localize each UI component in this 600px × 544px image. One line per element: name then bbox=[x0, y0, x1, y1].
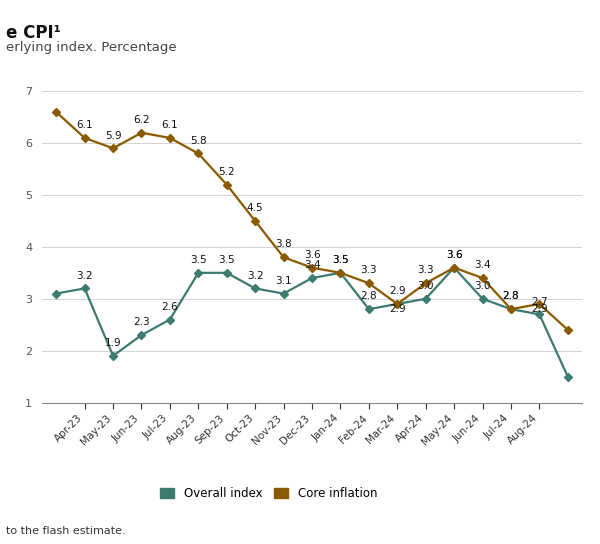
Text: 2.7: 2.7 bbox=[531, 296, 548, 307]
Text: 2.9: 2.9 bbox=[389, 286, 406, 296]
Text: 3.5: 3.5 bbox=[332, 255, 349, 265]
Text: 2.9: 2.9 bbox=[389, 304, 406, 314]
Text: 2.9: 2.9 bbox=[531, 304, 548, 314]
Text: erlying index. Percentage: erlying index. Percentage bbox=[6, 41, 176, 54]
Text: 5.8: 5.8 bbox=[190, 135, 206, 146]
Text: 5.2: 5.2 bbox=[218, 167, 235, 177]
Text: 3.6: 3.6 bbox=[304, 250, 320, 260]
Text: 3.2: 3.2 bbox=[76, 270, 93, 281]
Text: 3.5: 3.5 bbox=[218, 255, 235, 265]
Text: 3.5: 3.5 bbox=[190, 255, 206, 265]
Text: 6.1: 6.1 bbox=[161, 120, 178, 130]
Text: 4.5: 4.5 bbox=[247, 203, 263, 213]
Text: e CPI¹: e CPI¹ bbox=[6, 24, 61, 42]
Text: 5.9: 5.9 bbox=[105, 131, 121, 140]
Text: 3.6: 3.6 bbox=[446, 250, 463, 260]
Text: 2.8: 2.8 bbox=[503, 292, 519, 301]
Legend: Overall index, Core inflation: Overall index, Core inflation bbox=[155, 482, 382, 505]
Text: 6.1: 6.1 bbox=[76, 120, 93, 130]
Text: 2.8: 2.8 bbox=[361, 292, 377, 301]
Text: 3.4: 3.4 bbox=[474, 260, 491, 270]
Text: 2.8: 2.8 bbox=[503, 292, 519, 301]
Text: to the flash estimate.: to the flash estimate. bbox=[6, 526, 125, 536]
Text: 3.2: 3.2 bbox=[247, 270, 263, 281]
Text: 3.4: 3.4 bbox=[304, 260, 320, 270]
Text: 3.3: 3.3 bbox=[418, 265, 434, 275]
Text: 2.3: 2.3 bbox=[133, 317, 150, 327]
Text: 3.1: 3.1 bbox=[275, 276, 292, 286]
Text: 3.0: 3.0 bbox=[474, 281, 491, 291]
Text: 3.6: 3.6 bbox=[446, 250, 463, 260]
Text: 2.6: 2.6 bbox=[161, 302, 178, 312]
Text: 3.0: 3.0 bbox=[418, 281, 434, 291]
Text: 3.3: 3.3 bbox=[361, 265, 377, 275]
Text: 3.8: 3.8 bbox=[275, 239, 292, 250]
Text: 1.9: 1.9 bbox=[105, 338, 121, 348]
Text: 3.5: 3.5 bbox=[332, 255, 349, 265]
Text: 6.2: 6.2 bbox=[133, 115, 150, 125]
